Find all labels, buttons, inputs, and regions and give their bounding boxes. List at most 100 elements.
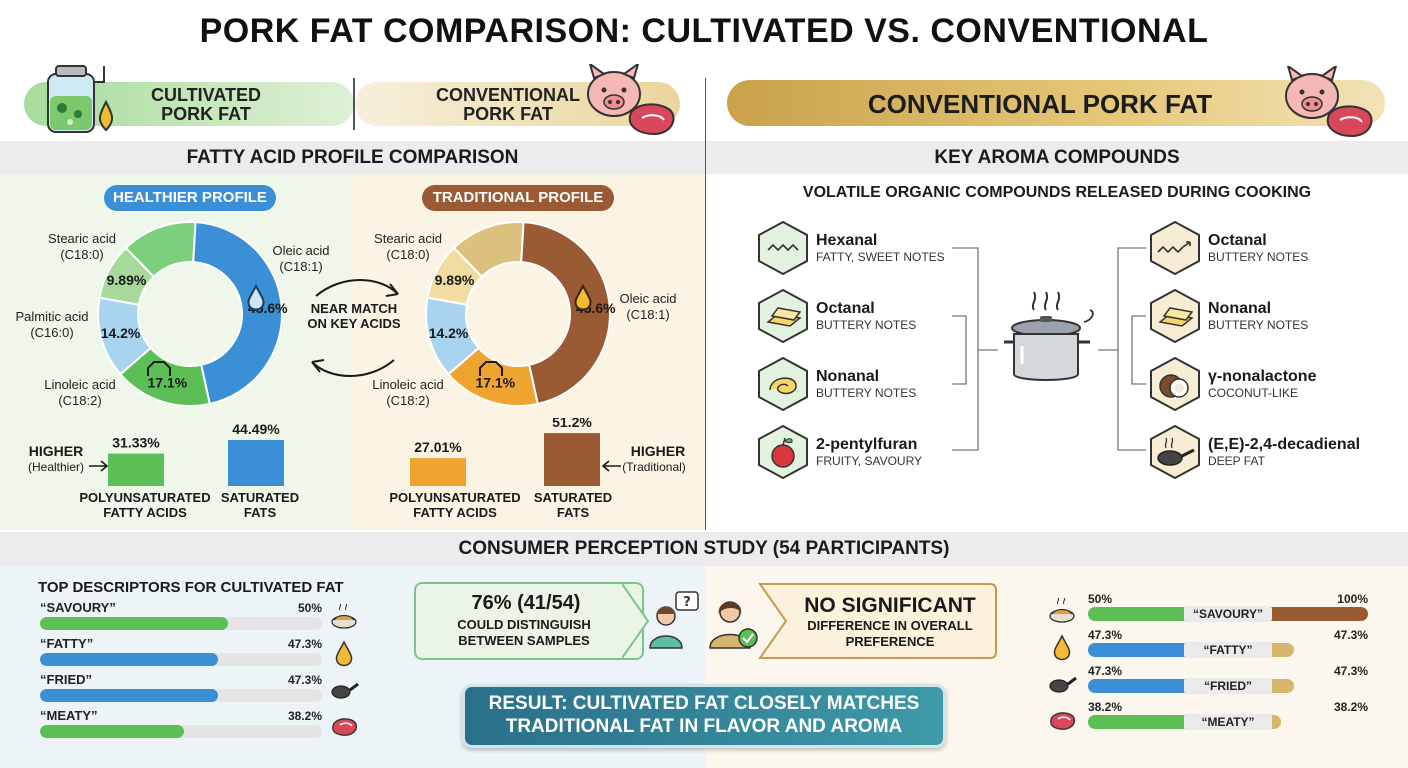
wave-icon (758, 220, 808, 276)
fat-droplet-icon (330, 640, 360, 673)
result-banner (462, 684, 946, 748)
aroma-right-item: γ-nonalactone COCONUT-LIKE (1148, 356, 1316, 412)
descriptor-bar (40, 617, 228, 630)
right-banner (727, 80, 1385, 126)
donut-segment (192, 221, 283, 406)
conventional-header-label: CONVENTIONAL PORK FAT (436, 85, 580, 124)
descriptor-track (40, 725, 322, 738)
compare-label: “FRIED” (1184, 678, 1272, 694)
aroma-left-item: Octanal BUTTERY NOTES (756, 288, 916, 344)
noodles-icon (1048, 597, 1078, 631)
no-significant-card (758, 583, 997, 659)
stearic-label-left: Stearic acid (C18:0) (48, 231, 116, 262)
compound-note: BUTTERY NOTES (1208, 250, 1309, 264)
coconut-icon (1150, 356, 1200, 412)
compound-note: FRUITY, SAVOURY (816, 454, 923, 468)
arrow-right-icon (89, 460, 109, 472)
descriptor-label: “SAVOURY” (40, 600, 116, 615)
aroma-right-item: (E,E)-2,4-decadienal DEEP FAT (1148, 424, 1360, 480)
descriptors-title: TOP DESCRIPTORS FOR CULTIVATED FAT (38, 579, 344, 596)
compare-right-value: 100% (1337, 592, 1368, 606)
noodles-icon (330, 603, 360, 637)
compound-note: COCONUT-LIKE (1208, 386, 1299, 400)
healthier-profile-pill: HEALTHIER PROFILE (104, 185, 276, 211)
donut-value-label: 14.2% (429, 325, 469, 341)
pufa-label-left: POLYUNSATURATED FATTY ACIDS (79, 490, 211, 520)
compound-name: Nonanal (816, 368, 880, 385)
header-divider (353, 78, 355, 130)
compound-name: 2-pentylfuran (816, 436, 918, 453)
compound-name: Octanal (1208, 232, 1267, 249)
aroma-connectors (952, 247, 1146, 451)
compound-name: Nonanal (1208, 300, 1272, 317)
compound-note: DEEP FAT (1208, 454, 1265, 468)
sfa-label-left: SATURATED FATS (220, 490, 300, 520)
donut-value-label: 17.1% (475, 374, 515, 390)
page-title: PORK FAT COMPARISON: CULTIVATED VS. CONV… (199, 12, 1209, 50)
compare-left-value: 47.3% (1088, 664, 1123, 678)
steak-icon (1048, 706, 1078, 739)
donut-value-label: 14.2% (101, 325, 141, 341)
descriptor-value: 50% (297, 601, 322, 615)
cooking-pot-icon (1004, 291, 1094, 381)
oleic-label-right: Oleic acid (C18:1) (619, 291, 677, 322)
compound-note: FATTY, SWEET NOTES (816, 250, 945, 264)
compound-note: BUTTERY NOTES (816, 318, 917, 332)
svg-text:?: ? (683, 595, 691, 610)
near-match-label: NEAR MATCH ON KEY ACIDS (307, 301, 401, 331)
descriptor-bar (40, 725, 184, 738)
distinguish-arrow (622, 583, 650, 659)
descriptor-bar (40, 689, 218, 702)
donut-segment-other (124, 221, 197, 279)
donut-value-label: 9.89% (107, 272, 147, 288)
descriptor-label: “MEATY” (40, 708, 98, 723)
swap-arrows-icon (311, 279, 399, 377)
descriptor-value: 47.3% (287, 637, 322, 651)
cultivated-fat-bars: 31.33% 44.49% (108, 421, 284, 486)
higher-left-sublabel: (Healthier) (27, 460, 84, 474)
fatty-section-title: FATTY ACID PROFILE COMPARISON (0, 141, 705, 174)
cultivated-header-label: CULTIVATED PORK FAT (151, 85, 261, 124)
compare-left-bar (1088, 715, 1195, 729)
compare-label: “SAVOURY” (1184, 606, 1272, 622)
sfa-label-right: SATURATED FATS (533, 490, 613, 520)
conventional-fat-bars: 27.01% 51.2% (410, 418, 600, 486)
vertical-divider (705, 78, 706, 530)
fat-bar (228, 440, 284, 486)
compare-label: “MEATY” (1184, 714, 1272, 730)
no-significant-title: NO SIGNIFICANT (804, 594, 976, 617)
compound-name: Hexanal (816, 232, 878, 249)
compound-name: γ-nonalactone (1208, 368, 1317, 385)
aroma-section-title: KEY AROMA COMPOUNDS (706, 141, 1408, 174)
fat-bar (544, 433, 600, 486)
compare-right-value: 38.2% (1333, 700, 1368, 714)
right-banner-label: CONVENTIONAL PORK FAT (867, 89, 1213, 119)
higher-right-sublabel: (Traditional) (622, 460, 686, 474)
descriptor-label: “FRIED” (40, 672, 92, 687)
donut-segment-other (452, 221, 525, 279)
palmitic-label-left: Palmitic acid (C16:0) (15, 309, 89, 340)
frying-pan-icon (330, 676, 360, 709)
aroma-right-item: Nonanal BUTTERY NOTES (1148, 288, 1308, 344)
apple-icon (758, 424, 808, 480)
molecule-icon (147, 361, 171, 376)
fat-bar-value: 27.01% (414, 439, 462, 455)
compare-right-value: 47.3% (1333, 628, 1368, 642)
distinguish-percent: 76% (41/54) (471, 592, 581, 614)
higher-left-label: HIGHER (28, 443, 84, 459)
no-significant-text: DIFFERENCE IN OVERALL PREFERENCE (807, 618, 973, 649)
oleic-label-left: Oleic acid (C18:1) (272, 243, 330, 274)
person-check-icon (709, 601, 758, 649)
donut-value-label: 9.89% (435, 272, 475, 288)
arrow-left-icon (601, 460, 621, 472)
fat-droplet-icon (1048, 634, 1078, 667)
distinguish-card (414, 582, 644, 660)
descriptor-value: 38.2% (287, 709, 322, 723)
donut-value-label: 17.1% (147, 374, 187, 390)
butter-icon (1150, 288, 1200, 344)
linoleic-label-left: Linoleic acid (C18:2) (44, 377, 116, 408)
compare-label: “FATTY” (1184, 642, 1272, 658)
fat-bar-value: 31.33% (112, 435, 160, 451)
fat-droplet-icon (247, 284, 265, 311)
compare-left-value: 50% (1088, 592, 1113, 606)
